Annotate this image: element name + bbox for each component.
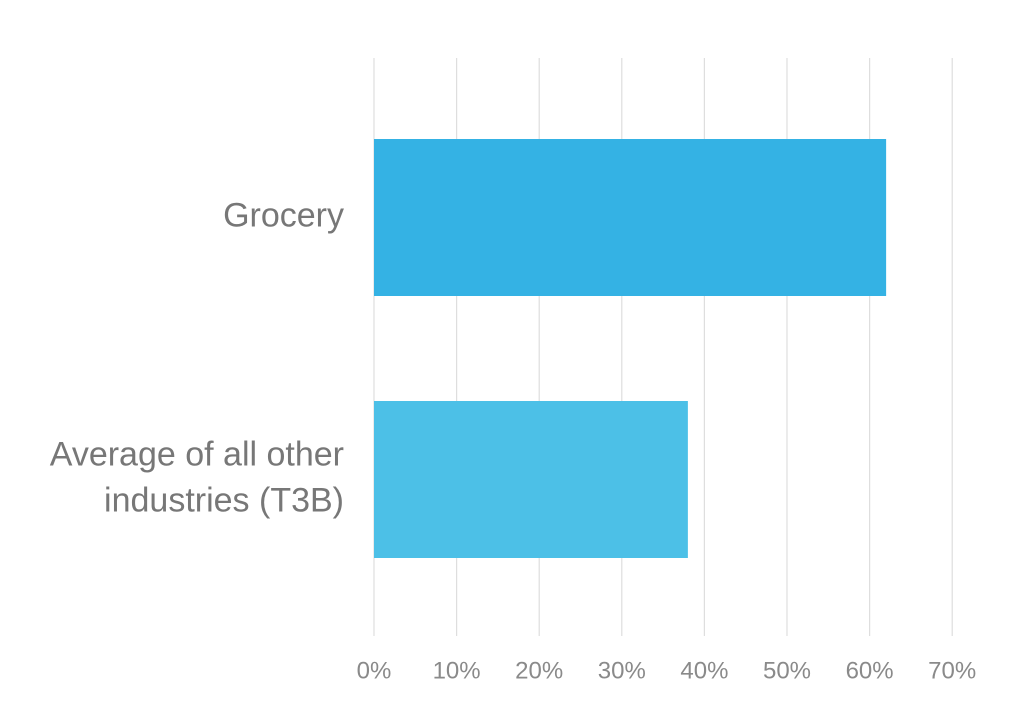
x-tick-label: 10% xyxy=(433,657,481,684)
x-tick-label: 0% xyxy=(357,657,392,684)
x-tick-label: 60% xyxy=(846,657,894,684)
category-label: Average of all other industries (T3B) xyxy=(50,435,344,519)
x-tick-label: 50% xyxy=(763,657,811,684)
x-tick-label: 40% xyxy=(680,657,728,684)
bar-1 xyxy=(374,401,688,558)
category-labels: Grocery Average of all other industries (T… xyxy=(50,196,344,519)
x-axis-tick-labels: 0% 10% 20% 30% 40% 50% 60% 70% xyxy=(357,657,977,684)
x-tick-label: 20% xyxy=(515,657,563,684)
bars xyxy=(374,139,887,558)
category-label: Grocery xyxy=(223,196,344,234)
bar-0 xyxy=(374,139,887,296)
x-tick-label: 70% xyxy=(928,657,976,684)
x-tick-label: 30% xyxy=(598,657,646,684)
